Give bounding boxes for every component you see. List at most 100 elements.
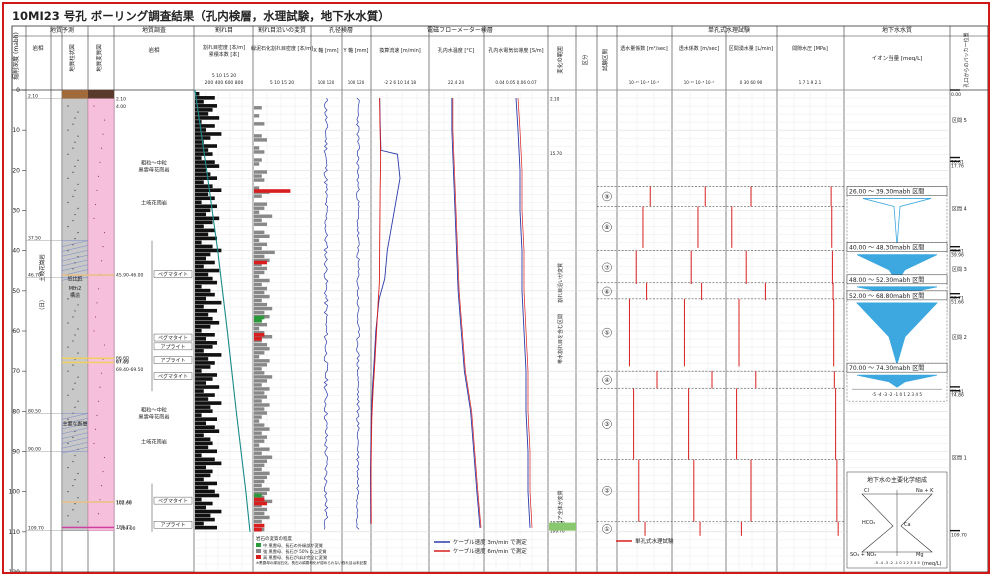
alteration-gray-bar [254, 242, 267, 247]
rock-dot [72, 171, 74, 174]
topsoil-alt [88, 90, 114, 99]
tick-caliper-y: 100 120 [348, 80, 365, 85]
fracture-bar [195, 517, 215, 522]
rock-type-label: 粗粒〜中粒 [141, 405, 167, 413]
alteration-gray-bar [254, 511, 265, 516]
core-label: 低比抵 [67, 275, 82, 282]
ion-interval-label: 52.00 ～ 68.80mabh 区間 [849, 293, 924, 300]
fault-hatch [61, 245, 89, 252]
alteration-red-bar [254, 333, 265, 337]
chem-legend-label: (meq/L) [922, 561, 942, 567]
alteration-dot [97, 175, 100, 177]
alteration-dot [94, 203, 97, 206]
alteration-gray-bar [254, 515, 270, 520]
alteration-gray-bar [254, 359, 270, 363]
fracture-bar [195, 409, 213, 413]
fracture-bar [195, 485, 209, 490]
fracture-bar [195, 369, 202, 373]
fracture-bar [195, 469, 213, 474]
fracture-bar [195, 308, 217, 313]
rock-dot [67, 346, 69, 348]
alteration-legend-note: ※黒雲母の緑泥石化、長石の絹雲母化が認められない割れ目は未記載 [256, 560, 367, 565]
chem-legend-label: Na + K [916, 488, 934, 494]
test-section-marker [602, 222, 612, 232]
chem-legend-title: 地下水の主要化学組成 [867, 476, 927, 484]
depth-tick-label: 70 [12, 368, 20, 375]
alteration-gray-bar [254, 258, 270, 263]
fracture-bar [195, 324, 211, 329]
fracture-bar [195, 389, 204, 393]
alteration-gray-bar [254, 322, 267, 327]
alteration-gray-bar [254, 294, 270, 299]
fracture-bar [195, 433, 204, 438]
alteration-gray-bar [254, 487, 270, 492]
rock-dot [67, 418, 69, 421]
test-section-marker [602, 191, 612, 202]
fracture-bar [195, 513, 211, 518]
vein-box [153, 333, 193, 342]
tick-temperature: 22.4 24 [448, 80, 464, 85]
fracture-bar [195, 168, 206, 172]
fracture-bar [195, 148, 209, 152]
header-survey: 地質調査 [142, 26, 166, 34]
rock-dot [72, 195, 74, 198]
flow-series-3m [370, 98, 401, 524]
header-temperature: 孔内水温度 [°C] [438, 47, 475, 54]
alteration-gray-bar [254, 363, 267, 367]
fracture-bar [195, 112, 209, 116]
alteration-gray-bar [254, 230, 265, 234]
annotation-depth: ~109.00 [116, 526, 136, 532]
annotation-depth: 67.65 [116, 360, 129, 366]
boundary-depth: 90.00 [28, 447, 41, 453]
ion-interval-label: 70.00 ～ 74.30mabh 区間 [849, 365, 924, 372]
boring-survey-chart: 10MI23 号孔 ボーリング調査結果（孔内検層，水理試験，地下水水質） 掘削深… [9, 9, 988, 572]
rock-dot [74, 503, 76, 505]
fracture-bar [195, 417, 217, 421]
header-alteration-density: 緑泥石化割れ目密度 [本/m] [251, 45, 313, 52]
rock-dot [74, 117, 76, 119]
fracture-bar [195, 405, 211, 409]
flow-legend-text: ケーブル速度 6m/min で測定 [453, 547, 527, 555]
alteration-gray-bar [254, 270, 265, 275]
gw-section-label: 区間 1 [952, 456, 967, 462]
fracture-bar [195, 132, 222, 136]
alteration-gray-bar [254, 471, 270, 475]
fracture-bar [195, 441, 213, 446]
chem-legend-axis-ticks: -5 -4 -3 -2 -1 0 1 2 3 4 5 [874, 560, 920, 565]
header-y-axis: Y 軸 [mm] [343, 47, 369, 54]
ion-label-box [846, 362, 948, 373]
test-section-number: ③ [604, 421, 609, 428]
vein-box [153, 356, 193, 364]
fracture-bar [195, 461, 222, 466]
packer-depth: 0.00 [951, 92, 961, 98]
header-permeability: 透水量係数 [m²/sec] [620, 45, 668, 52]
gw-section-label: 区間 3 [952, 267, 967, 273]
alteration-gray-bar [254, 326, 260, 331]
test-section-number: ① [604, 526, 609, 533]
alteration-red-bar [254, 527, 262, 532]
fracture-bar [195, 156, 202, 160]
header-alt-col: 地質変質図 [95, 44, 103, 72]
fracture-bar [195, 445, 209, 450]
rock-dot [67, 153, 69, 155]
fracture-bar [195, 200, 202, 205]
rock-dot [77, 207, 79, 210]
alteration-dot [103, 119, 106, 121]
rock-dot [72, 219, 74, 222]
header-packer: 孔口からのパッカー位置 [963, 32, 970, 87]
alteration-red-bar [254, 501, 267, 506]
alteration-gray-bar [254, 411, 267, 415]
fracture-bar [195, 453, 202, 458]
ion-label-box [846, 290, 948, 301]
alteration-gray-bar [254, 306, 273, 311]
alteration-gray-bar [254, 375, 273, 379]
fracture-bar [195, 180, 204, 184]
test-section-marker [602, 327, 612, 338]
lithology-label: （日） [39, 297, 46, 314]
header-fracture-cum: 累積本数 [本] [209, 51, 240, 58]
rock-type-label: 土岐花崗岩 [141, 437, 167, 445]
alteration-gray-bar [254, 278, 270, 283]
header-ion: イオン当量 [meq/L] [872, 54, 923, 62]
alteration-dot [100, 372, 103, 374]
fracture-bar [195, 521, 204, 526]
